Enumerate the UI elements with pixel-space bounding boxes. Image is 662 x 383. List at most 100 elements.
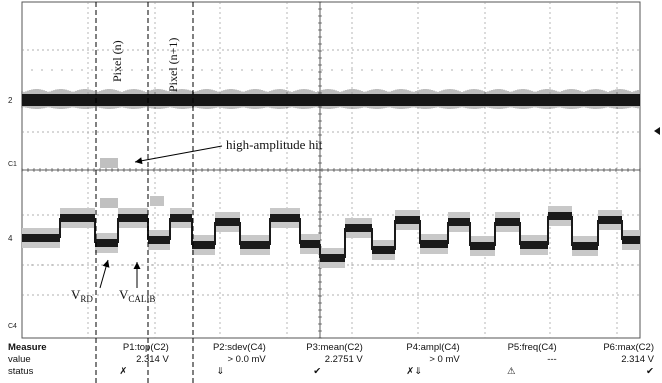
grid-dot: [371, 264, 373, 266]
grid-dot: [131, 69, 133, 71]
channel-2-marker: 2: [8, 96, 13, 105]
grid-dot: [551, 69, 553, 71]
col-header[interactable]: P3:mean(C2): [306, 342, 363, 353]
trace-c4: [622, 236, 640, 244]
grid-dot: [491, 69, 493, 71]
grid-dot: [511, 264, 513, 266]
grid-dot: [71, 69, 73, 71]
grid-dot: [591, 264, 593, 266]
grid-dot: [241, 69, 243, 71]
hit-blob: [150, 196, 164, 206]
grid-dot: [601, 264, 603, 266]
grid-dot: [281, 69, 283, 71]
grid-dot: [61, 264, 63, 266]
grid-dot: [101, 264, 103, 266]
trace-c4: [22, 234, 60, 242]
grid-dot: [191, 264, 193, 266]
trace-c4: [240, 241, 270, 249]
measure-value: 2.2751 V: [324, 354, 363, 365]
grid-dot: [541, 69, 543, 71]
grid-dot: [441, 264, 443, 266]
grid-dot: [521, 264, 523, 266]
grid-dot: [91, 69, 93, 71]
grid-dot: [451, 264, 453, 266]
grid-dot: [221, 264, 223, 266]
grid-dot: [181, 69, 183, 71]
grid-dot: [101, 69, 103, 71]
col-header[interactable]: P1:top(C2): [122, 342, 169, 353]
trace-c2: [22, 94, 640, 106]
high-amplitude-hit-label: high-amplitude hit: [226, 137, 323, 152]
grid-dot: [151, 264, 153, 266]
grid-dot: [531, 69, 533, 71]
col-header[interactable]: P2:sdev(C4): [212, 342, 266, 353]
grid-dot: [501, 264, 503, 266]
grid-dot: [191, 69, 193, 71]
overlays: [95, 2, 223, 383]
grid-dot: [381, 264, 383, 266]
grid-dot: [561, 264, 563, 266]
grid-dot: [311, 264, 313, 266]
grid-dot: [511, 69, 513, 71]
grid-dot: [291, 69, 293, 71]
col-header[interactable]: P4:ampl(C4): [406, 342, 460, 353]
vrd-main: V: [71, 287, 81, 302]
vcalib-label: VCALIB: [119, 287, 155, 304]
grid-dot: [81, 264, 83, 266]
measure-value-row: value 2.314 V > 0.0 mV 2.2751 V > 0 mV -…: [0, 354, 662, 366]
trace-c4: [345, 224, 372, 232]
grid-dot: [631, 69, 633, 71]
grid-dot: [391, 264, 393, 266]
grid-dot: [261, 264, 263, 266]
grid-dot: [551, 264, 553, 266]
grid-dot: [611, 264, 613, 266]
grid-dot: [161, 264, 163, 266]
trace-c4: [192, 241, 215, 249]
grid-dot: [431, 69, 433, 71]
row-label-status: status: [8, 366, 34, 377]
grid-dot: [251, 69, 253, 71]
grid-dot: [291, 264, 293, 266]
col-header[interactable]: P6:max(C2): [603, 342, 654, 353]
grid-dot: [431, 264, 433, 266]
measure-value: ---: [547, 354, 557, 365]
grid-dot: [91, 264, 93, 266]
vrd-arrow-head: [102, 260, 110, 268]
grid-dot: [271, 69, 273, 71]
grid-dot: [301, 69, 303, 71]
hit-blob: [100, 198, 118, 208]
col-header[interactable]: P5:freq(C4): [507, 342, 557, 353]
status-icon: ✗: [119, 366, 128, 377]
measure-header-row: Measure P1:top(C2) P2:sdev(C4) P3:mean(C…: [0, 342, 662, 354]
grid-dot: [81, 69, 83, 71]
grid-dot: [401, 264, 403, 266]
trace-c4: [372, 246, 395, 254]
measure-value: > 0 mV: [429, 354, 460, 365]
grid-dot: [361, 69, 363, 71]
pixel-n-label: Pixel (n): [110, 40, 124, 82]
grid-dot: [631, 264, 633, 266]
traces: [21, 89, 640, 268]
grid-dot: [421, 69, 423, 71]
grid-dot: [601, 69, 603, 71]
grid-dot: [221, 69, 223, 71]
grid-dot: [281, 264, 283, 266]
grid-dot: [361, 264, 363, 266]
trace-c4: [548, 212, 572, 220]
grid-dot: [321, 69, 323, 71]
grid-dot: [211, 69, 213, 71]
grid-dot: [461, 264, 463, 266]
status-icon: ✔: [646, 366, 654, 377]
grid-dot: [621, 264, 623, 266]
trace-c4: [495, 218, 520, 226]
grid-dot: [201, 264, 203, 266]
grid-dot: [171, 264, 173, 266]
grid-dot: [261, 69, 263, 71]
grid-dot: [501, 69, 503, 71]
hit-arrow: [134, 145, 223, 163]
grid-dot: [61, 69, 63, 71]
grid-dot: [31, 264, 33, 266]
grid-dot: [371, 69, 373, 71]
grid-dot: [581, 264, 583, 266]
